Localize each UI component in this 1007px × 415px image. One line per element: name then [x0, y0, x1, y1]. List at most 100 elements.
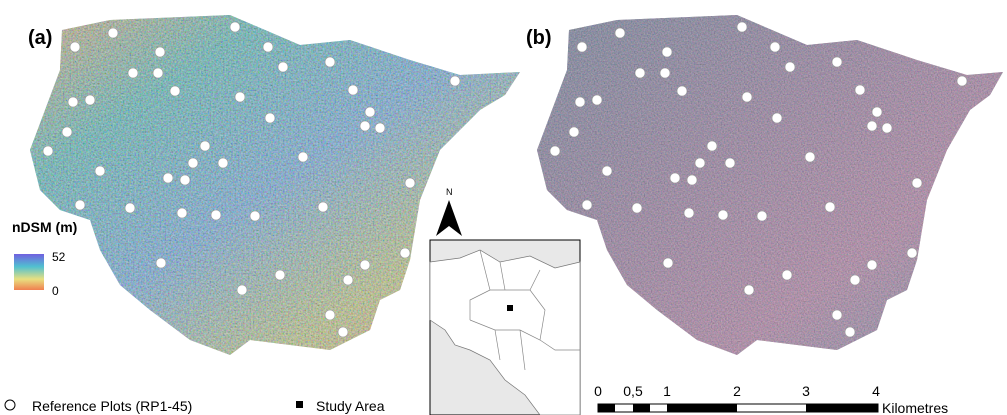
plot-marker — [742, 92, 752, 102]
plot-marker — [635, 68, 645, 78]
plot-marker — [265, 113, 275, 123]
scale-label: 1 — [663, 383, 671, 399]
plot-marker — [62, 127, 72, 137]
plot-marker — [75, 200, 85, 210]
plot-marker — [338, 327, 348, 337]
plot-marker — [218, 158, 228, 168]
plot-marker — [235, 92, 245, 102]
plot-marker — [275, 270, 285, 280]
plot-marker — [156, 258, 166, 268]
plot-marker — [592, 95, 602, 105]
plot-marker — [832, 310, 842, 320]
plot-marker — [348, 85, 358, 95]
panel-label: (a) — [28, 27, 52, 49]
plot-marker — [400, 248, 410, 258]
plot-marker — [450, 76, 460, 86]
plot-marker — [200, 141, 210, 151]
scale-unit: Kilometres — [882, 400, 948, 415]
north-arrow: N — [436, 187, 462, 236]
plot-marker — [850, 275, 860, 285]
plot-marker — [365, 107, 375, 117]
plot-marker — [632, 203, 642, 213]
plot-marker — [687, 175, 697, 185]
plot-marker — [211, 210, 221, 220]
plot-marker — [237, 285, 247, 295]
plot-marker — [325, 310, 335, 320]
plot-marker — [153, 68, 163, 78]
plot-marker — [170, 86, 180, 96]
plot-marker — [569, 127, 579, 137]
plot-marker — [718, 210, 728, 220]
plot-symbol — [5, 400, 15, 410]
plot-marker — [375, 123, 385, 133]
plot-marker — [188, 158, 198, 168]
plot-marker — [670, 173, 680, 183]
plot-marker — [725, 158, 735, 168]
legend-min: 0 — [52, 284, 59, 298]
plot-marker — [70, 42, 80, 52]
plot-marker — [360, 260, 370, 270]
plot-marker — [577, 42, 587, 52]
plot-marker — [550, 146, 560, 156]
plot-marker — [867, 121, 877, 131]
plot-marker — [695, 158, 705, 168]
plot-marker — [263, 42, 273, 52]
north-label: N — [446, 187, 453, 197]
plot-marker — [582, 200, 592, 210]
inset-map — [430, 240, 580, 415]
plot-marker — [128, 68, 138, 78]
plot-marker — [108, 28, 118, 38]
plot-marker — [707, 141, 717, 151]
panel-label: (b) — [526, 27, 552, 49]
plot-marker — [785, 62, 795, 72]
plot-marker — [867, 260, 877, 270]
scale-label: 4 — [872, 383, 880, 399]
key-plots: Reference Plots (RP1-45) — [32, 398, 192, 414]
plot-marker — [177, 208, 187, 218]
plot-marker — [662, 47, 672, 57]
plot-marker — [744, 285, 754, 295]
plot-marker — [660, 68, 670, 78]
plot-marker — [230, 22, 240, 32]
plot-marker — [180, 175, 190, 185]
plot-marker — [757, 211, 767, 221]
plot-marker — [872, 107, 882, 117]
plot-marker — [663, 258, 673, 268]
plot-marker — [68, 97, 78, 107]
color-ramp — [14, 254, 44, 290]
plot-marker — [782, 270, 792, 280]
plot-marker — [318, 202, 328, 212]
plot-marker — [43, 146, 53, 156]
scale-label: 3 — [802, 383, 810, 399]
plot-marker — [298, 152, 308, 162]
plot-marker — [825, 202, 835, 212]
plot-marker — [805, 152, 815, 162]
plot-marker — [684, 208, 694, 218]
plot-marker — [770, 42, 780, 52]
key-study-area: Study Area — [316, 398, 385, 414]
legend-title: nDSM (m) — [12, 219, 77, 235]
plot-marker — [907, 248, 917, 258]
plot-marker — [575, 97, 585, 107]
legend-max: 52 — [52, 250, 66, 264]
plot-marker — [677, 86, 687, 96]
plot-marker — [882, 123, 892, 133]
plot-marker — [343, 275, 353, 285]
plot-marker — [250, 211, 260, 221]
plot-marker — [125, 203, 135, 213]
plot-marker — [855, 85, 865, 95]
plot-marker — [737, 22, 747, 32]
plot-marker — [832, 57, 842, 67]
plot-marker — [405, 178, 415, 188]
plot-marker — [957, 76, 967, 86]
plot-marker — [845, 327, 855, 337]
study-area-symbol — [296, 401, 303, 408]
plot-marker — [615, 28, 625, 38]
plot-marker — [155, 47, 165, 57]
scale-label: 0,5 — [623, 383, 643, 399]
plot-marker — [912, 178, 922, 188]
plot-marker — [85, 95, 95, 105]
scale-label: 2 — [733, 383, 741, 399]
plot-marker — [772, 113, 782, 123]
